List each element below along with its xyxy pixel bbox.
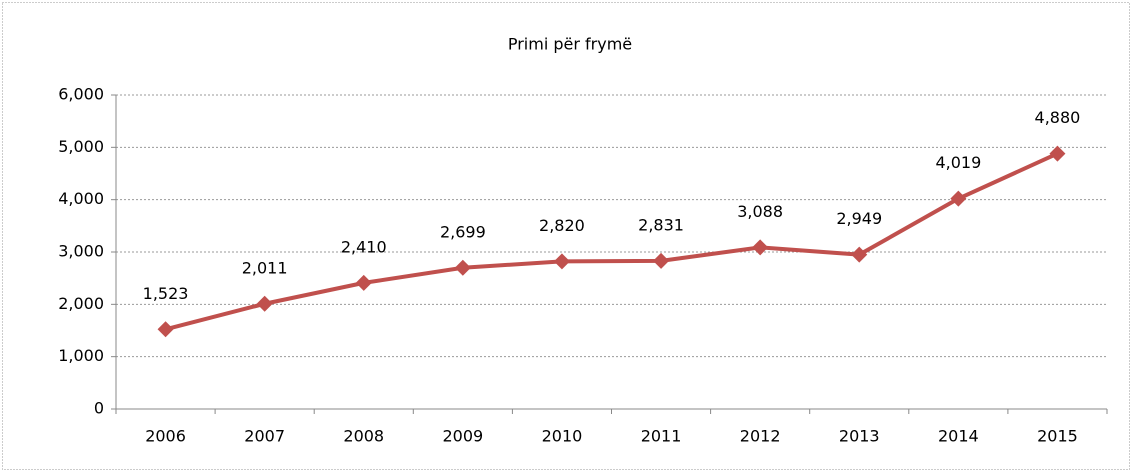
data-label: 1,523	[143, 284, 189, 303]
data-label: 2,410	[341, 237, 387, 256]
x-tick-label: 2011	[641, 427, 682, 446]
data-label: 3,088	[737, 202, 783, 221]
data-label: 2,949	[836, 209, 882, 228]
marker	[256, 295, 273, 312]
data-label: 2,831	[638, 215, 684, 234]
marker	[553, 253, 570, 270]
marker	[454, 259, 471, 276]
x-tick-label: 2015	[1037, 427, 1078, 446]
marker	[1049, 145, 1066, 162]
x-tick-label: 2009	[442, 427, 483, 446]
y-tick-label: 0	[94, 399, 104, 418]
y-tick-label: 4,000	[58, 189, 104, 208]
data-label: 2,699	[440, 222, 486, 241]
x-tick-label: 2010	[542, 427, 583, 446]
chart-title: Primi për frymë	[508, 35, 632, 54]
data-label: 2,820	[539, 216, 585, 235]
y-tick-label: 2,000	[58, 294, 104, 313]
line	[165, 151, 1059, 332]
marker	[950, 190, 967, 207]
marker	[851, 246, 868, 263]
y-tick-label: 1,000	[58, 346, 104, 365]
data-label: 4,019	[935, 153, 981, 172]
marker	[355, 274, 372, 291]
y-tick-label: 6,000	[58, 85, 104, 104]
data-label: 4,880	[1035, 108, 1081, 127]
data-label: 2,011	[242, 258, 288, 277]
x-tick-label: 2008	[343, 427, 384, 446]
marker	[653, 252, 670, 269]
x-tick-label: 2007	[244, 427, 285, 446]
x-tick-label: 2012	[740, 427, 781, 446]
marker	[752, 239, 769, 256]
x-tick-label: 2013	[839, 427, 880, 446]
y-tick-label: 5,000	[58, 137, 104, 156]
x-tick-label: 2006	[145, 427, 186, 446]
y-tick-label: 3,000	[58, 242, 104, 261]
marker	[157, 321, 174, 338]
x-tick-label: 2014	[938, 427, 979, 446]
